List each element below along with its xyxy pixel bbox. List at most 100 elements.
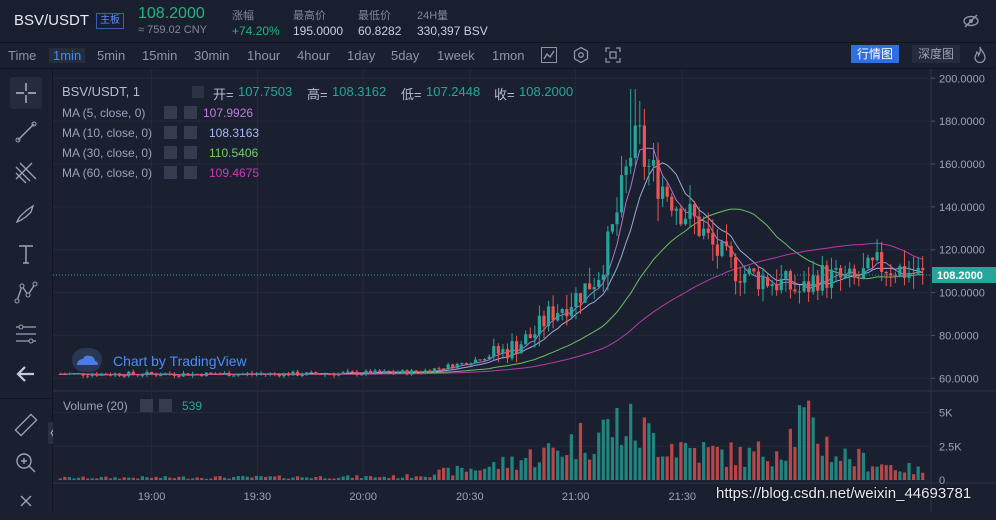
tool-divider — [0, 398, 52, 399]
candle-body — [460, 363, 464, 365]
volume-bar — [387, 478, 391, 480]
ma-remove-icon[interactable] — [184, 106, 197, 119]
candle-body — [661, 186, 665, 199]
tf-1day[interactable]: 1day — [347, 48, 376, 63]
volume-bar — [734, 465, 738, 480]
volume-bar — [396, 478, 400, 480]
candle-body — [487, 356, 491, 359]
pattern-icon[interactable] — [10, 277, 42, 309]
candle-body — [127, 371, 131, 377]
volume-bar — [569, 434, 573, 480]
volume-bar — [797, 405, 802, 480]
trend-line-icon[interactable] — [10, 116, 42, 148]
chart-type-icon[interactable] — [540, 46, 558, 64]
price-tick-label: 60.0000 — [939, 373, 979, 385]
candle-body — [405, 370, 409, 375]
volume-bar — [382, 476, 386, 480]
volume-bar — [86, 478, 90, 480]
candle-body — [209, 372, 213, 374]
volume-bar — [213, 476, 218, 480]
ma-remove-icon[interactable] — [184, 146, 197, 159]
volume-bar — [784, 460, 788, 480]
tf-15min[interactable]: 15min — [142, 48, 178, 63]
candle-body — [72, 373, 76, 375]
volume-remove-icon[interactable] — [159, 399, 172, 412]
tf-5min[interactable]: 5min — [97, 48, 126, 63]
price-chart[interactable]: 200.0000 180.0000 160.0000 140.0000 120.0000… — [53, 69, 996, 512]
candle-body — [204, 372, 208, 377]
volume-bar — [63, 476, 67, 480]
tf-1min[interactable]: 1min — [49, 48, 86, 63]
candle-body — [807, 281, 811, 292]
volume-bar — [875, 466, 879, 480]
ma-settings-icon[interactable] — [164, 146, 177, 159]
back-arrow-icon[interactable] — [10, 358, 42, 390]
volume-bar — [565, 455, 569, 480]
candle-body — [268, 373, 272, 375]
volume-bar — [756, 441, 761, 480]
hide-eye-icon[interactable] — [962, 12, 980, 30]
indicator-icon[interactable] — [572, 46, 590, 64]
volume-bar — [90, 478, 94, 480]
volume-bar — [770, 466, 774, 480]
settings-chip-icon[interactable] — [192, 86, 204, 98]
fib-retracement-icon[interactable] — [10, 318, 42, 350]
tf-time[interactable]: Time — [8, 48, 37, 63]
volume-bar — [460, 467, 464, 480]
high-value: 195.0000 — [293, 24, 344, 38]
drawing-toolbar — [0, 69, 53, 512]
volume-bar — [181, 476, 186, 480]
volume-bar — [332, 478, 336, 480]
volume-bar — [533, 467, 537, 480]
price-tick-label: 100.0000 — [939, 288, 985, 300]
close-label: 收= — [494, 87, 515, 102]
volume-bar — [706, 447, 710, 480]
ma-remove-icon[interactable] — [184, 126, 197, 139]
ma-settings-icon[interactable] — [164, 126, 177, 139]
candle-body — [501, 349, 505, 354]
tf-1mon[interactable]: 1mon — [492, 48, 525, 63]
ma-remove-icon[interactable] — [184, 166, 197, 179]
tf-5day[interactable]: 5day — [391, 48, 420, 63]
candle-body — [702, 228, 706, 236]
volume-settings-icon[interactable] — [140, 399, 153, 412]
market-view-button[interactable]: 行情图 — [851, 45, 900, 63]
screenshot-icon[interactable] — [604, 46, 622, 64]
tradingview-watermark[interactable]: Chart by TradingView — [113, 353, 247, 369]
candle-body — [154, 373, 158, 376]
depth-view-button[interactable]: 深度图 — [912, 45, 961, 63]
candle-body — [834, 267, 838, 270]
volume-bar — [441, 467, 446, 480]
candle-body — [706, 228, 710, 233]
ma-settings-icon[interactable] — [164, 166, 177, 179]
candle-body — [601, 274, 605, 280]
volume-bar — [793, 447, 797, 480]
pitchfork-icon[interactable] — [10, 157, 42, 189]
candle-body — [181, 373, 186, 377]
volume-bar — [437, 469, 441, 480]
fire-icon[interactable] — [973, 46, 987, 64]
volume-bar — [368, 476, 373, 480]
remove-drawings-icon[interactable] — [10, 488, 42, 520]
zoom-in-icon[interactable] — [10, 447, 42, 479]
volume-bar — [492, 462, 496, 480]
volume-bar — [327, 478, 332, 480]
crosshair-icon[interactable] — [10, 77, 42, 109]
ruler-icon[interactable] — [10, 409, 42, 441]
ma-settings-icon[interactable] — [164, 106, 177, 119]
ma10-label: MA (10, close, 0) — [62, 126, 153, 140]
volume-bar — [58, 478, 62, 480]
volume-bar — [478, 470, 482, 480]
volume-bar — [816, 443, 820, 480]
brush-icon[interactable] — [10, 197, 42, 229]
text-tool-icon[interactable] — [10, 238, 42, 270]
tf-1week[interactable]: 1week — [437, 48, 475, 63]
volume-bar — [866, 471, 870, 480]
volume-bar — [451, 475, 455, 480]
tf-30min[interactable]: 30min — [194, 48, 230, 63]
tf-1hour[interactable]: 1hour — [247, 48, 281, 63]
volume-bar — [346, 475, 350, 480]
pair-title: BSV/USDT — [14, 12, 90, 29]
volume-bar — [81, 476, 85, 480]
tf-4hour[interactable]: 4hour — [297, 48, 331, 63]
